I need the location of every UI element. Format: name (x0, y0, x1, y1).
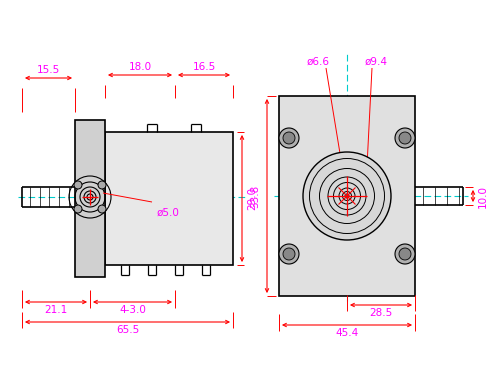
Circle shape (395, 128, 415, 148)
Text: 33.8: 33.8 (250, 185, 260, 208)
Text: 18.0: 18.0 (129, 62, 152, 72)
Circle shape (283, 132, 295, 144)
Circle shape (399, 248, 411, 260)
Bar (279, 96, 415, 296)
Circle shape (98, 181, 106, 189)
Circle shape (399, 132, 411, 144)
Text: 65.5: 65.5 (116, 325, 139, 335)
Bar (75, 120, 105, 277)
Circle shape (74, 205, 82, 213)
Circle shape (98, 205, 106, 213)
Text: 15.5: 15.5 (37, 65, 60, 75)
Text: 21.1: 21.1 (44, 305, 68, 315)
Text: 29.0: 29.0 (247, 187, 257, 210)
Circle shape (283, 248, 295, 260)
Text: 4-3.0: 4-3.0 (119, 305, 146, 315)
Text: ø5.0: ø5.0 (157, 208, 179, 218)
Circle shape (303, 152, 391, 240)
Text: 45.4: 45.4 (335, 328, 358, 338)
Text: ø9.4: ø9.4 (364, 57, 387, 67)
Text: 28.5: 28.5 (369, 308, 393, 318)
Circle shape (279, 128, 299, 148)
Text: 10.0: 10.0 (478, 185, 488, 207)
Circle shape (74, 181, 82, 189)
Text: ø6.6: ø6.6 (306, 57, 329, 67)
Text: 16.5: 16.5 (192, 62, 216, 72)
Circle shape (279, 244, 299, 264)
Bar (105, 132, 233, 265)
Circle shape (395, 244, 415, 264)
